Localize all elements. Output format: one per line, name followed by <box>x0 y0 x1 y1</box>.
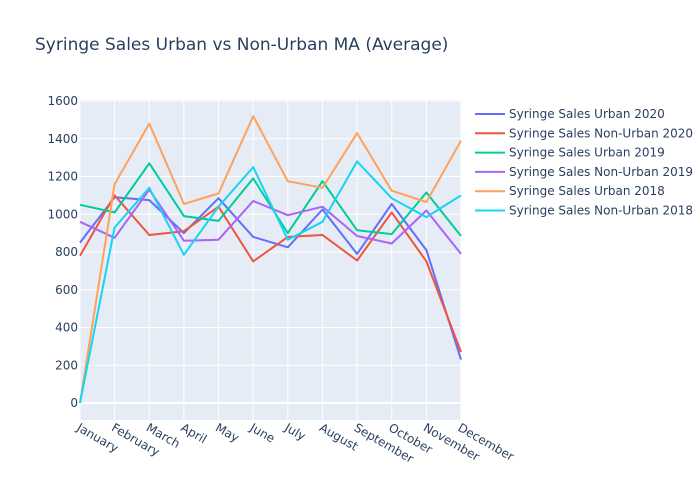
series-line-5[interactable] <box>79 160 462 404</box>
legend-label: Syringe Sales Urban 2018 <box>509 184 665 198</box>
legend-item[interactable]: Syringe Sales Non-Urban 2019 <box>475 165 693 179</box>
plot-area <box>80 100 461 420</box>
y-tick-label: 1400 <box>47 132 78 146</box>
y-tick-label: 400 <box>55 321 78 335</box>
series-line-2[interactable] <box>79 162 462 237</box>
series-line-4[interactable] <box>79 115 462 404</box>
y-tick-label: 600 <box>55 283 78 297</box>
legend-label: Syringe Sales Urban 2020 <box>509 107 665 121</box>
series-line-1[interactable] <box>79 194 462 353</box>
legend-item[interactable]: Syringe Sales Non-Urban 2020 <box>475 126 693 140</box>
y-tick-label: 0 <box>70 396 78 410</box>
y-axis: 0 200 400 600 800 1000 1200 1400 1600 <box>47 94 78 410</box>
legend-item[interactable]: Syringe Sales Non-Urban 2018 <box>475 204 693 218</box>
y-tick-label: 1200 <box>47 170 78 184</box>
y-tick-label: 1600 <box>47 94 78 108</box>
chart-title: Syringe Sales Urban vs Non-Urban MA (Ave… <box>35 35 448 55</box>
y-tick-label: 800 <box>55 245 78 259</box>
y-tick-label: 200 <box>55 358 78 372</box>
y-tick-label: 1000 <box>47 207 78 221</box>
legend-label: Syringe Sales Non-Urban 2020 <box>509 126 693 140</box>
gridlines <box>79 100 462 420</box>
legend: Syringe Sales Urban 2020 Syringe Sales No… <box>475 107 693 218</box>
legend-item[interactable]: Syringe Sales Urban 2018 <box>475 184 665 198</box>
legend-label: Syringe Sales Non-Urban 2018 <box>509 204 693 218</box>
series-line-0[interactable] <box>79 196 462 360</box>
legend-label: Syringe Sales Non-Urban 2019 <box>509 165 693 179</box>
series-lines <box>79 115 462 404</box>
legend-label: Syringe Sales Urban 2019 <box>509 146 665 160</box>
legend-item[interactable]: Syringe Sales Urban 2020 <box>475 107 665 121</box>
legend-item[interactable]: Syringe Sales Urban 2019 <box>475 146 665 160</box>
series-line-3[interactable] <box>79 188 462 255</box>
